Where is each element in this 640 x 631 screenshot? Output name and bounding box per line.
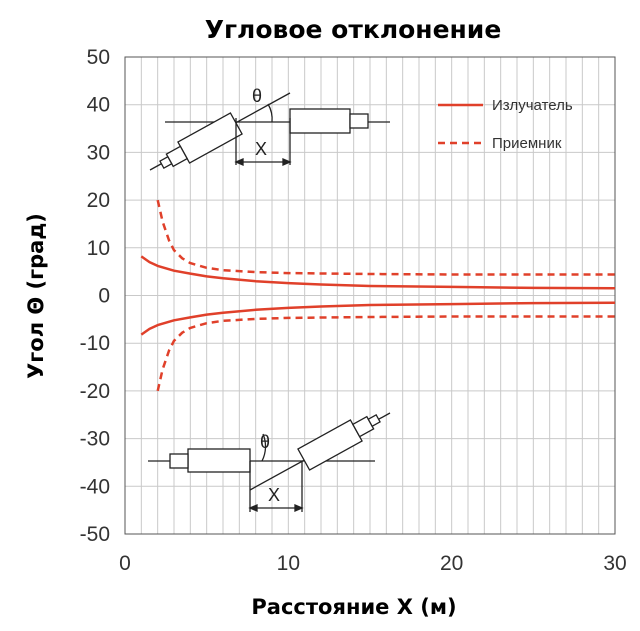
x-tick-label: 0: [119, 552, 131, 575]
chart-title: Угловое отклонение: [205, 15, 502, 44]
y-tick-label: -30: [80, 428, 110, 451]
y-tick-label: 20: [87, 189, 110, 212]
series-emitter-lower-line: [140, 301, 616, 336]
top-inset-distance-label: X: [255, 139, 267, 159]
legend-emitter-label: Излучатель: [492, 97, 573, 114]
x-tick-label: 10: [277, 552, 300, 575]
y-tick-label: 30: [87, 141, 110, 164]
y-axis-label: Угол Θ (град): [24, 213, 48, 379]
bottom-inset-distance-label: X: [268, 485, 280, 505]
top-inset-receiver: [289, 108, 351, 134]
bottom-inset-angle-label: θ: [260, 432, 270, 452]
y-tick-label: 10: [87, 237, 110, 260]
series-lines: [140, 199, 616, 392]
y-tick-label: -50: [80, 523, 110, 546]
y-tick-label: 50: [87, 46, 110, 69]
top-inset-angle-label: θ: [252, 86, 262, 106]
y-tick-label: 0: [98, 285, 110, 308]
top-inset-diagram: θ X: [149, 86, 390, 171]
x-axis-label: Расстояние X (м): [251, 595, 456, 619]
series-receiver-upper-line: [156, 199, 615, 276]
y-tick-label: -20: [80, 380, 110, 403]
plot-frame: [124, 56, 616, 535]
series-emitter-upper-line: [140, 255, 616, 290]
legend-receiver-label: Приемник: [492, 135, 562, 152]
x-tick-label: 20: [440, 552, 463, 575]
legend: Излучатель Приемник: [438, 97, 573, 152]
y-tick-label: 40: [87, 94, 110, 117]
y-tick-label: -40: [80, 475, 110, 498]
bottom-inset-diagram: θ X: [148, 412, 391, 512]
top-inset-emitter: [159, 112, 243, 170]
bottom-inset-receiver: [297, 413, 381, 471]
y-tick-label: -10: [80, 332, 110, 355]
series-receiver-lower-line: [156, 315, 615, 392]
bottom-inset-emitter: [187, 448, 251, 473]
x-tick-labels: 0 10 20 30: [119, 552, 627, 575]
y-tick-labels: 50 40 30 20 10 0 -10 -20 -30 -40 -50: [80, 46, 110, 546]
x-tick-label: 30: [603, 552, 626, 575]
